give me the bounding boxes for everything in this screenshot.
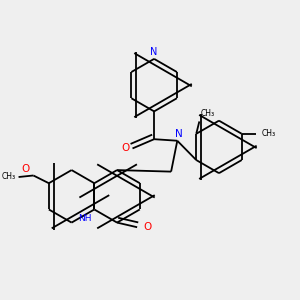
Text: CH₃: CH₃ (261, 129, 275, 138)
Text: N: N (150, 47, 158, 57)
Text: O: O (21, 164, 30, 174)
Text: O: O (122, 143, 130, 153)
Text: N: N (175, 129, 182, 139)
Text: O: O (143, 222, 152, 232)
Text: CH₃: CH₃ (2, 172, 16, 181)
Text: NH: NH (78, 214, 91, 223)
Text: CH₃: CH₃ (201, 109, 215, 118)
